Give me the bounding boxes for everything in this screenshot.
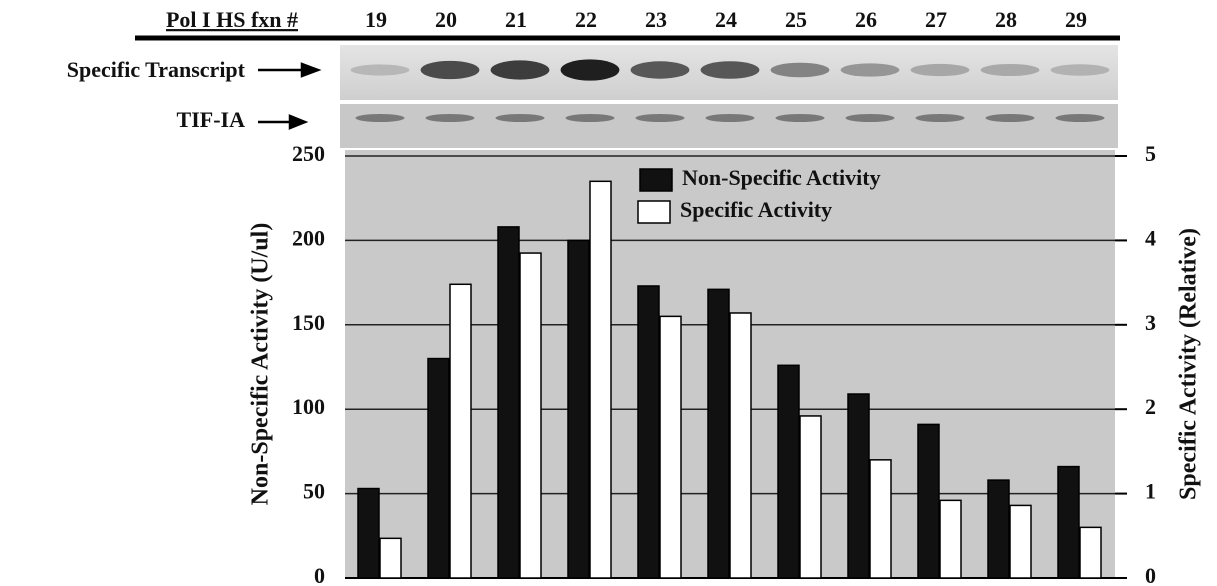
x-tick-label: 21 — [505, 7, 527, 32]
x-tick-label: 22 — [575, 7, 597, 32]
bar — [520, 253, 541, 578]
gel-band — [701, 61, 760, 79]
gel-band — [911, 64, 970, 76]
gel-band — [636, 114, 685, 122]
x-tick-label: 28 — [995, 7, 1017, 32]
chart: Pol I HS fxn # Specific Transcript TIF-I… — [0, 0, 1217, 586]
gel-label: Specific Transcript — [67, 57, 246, 82]
gel-band — [1051, 64, 1110, 75]
y-tick-label: 250 — [292, 141, 325, 166]
legend-label: Non-Specific Activity — [682, 165, 881, 190]
gel-band — [491, 60, 550, 79]
y-tick-label: 150 — [292, 310, 325, 335]
y2-tick-label: 1 — [1145, 479, 1156, 504]
gel-label: TIF-IA — [177, 107, 246, 132]
legend-swatch — [638, 201, 670, 223]
x-tick-label: 27 — [925, 7, 947, 32]
x-header: Pol I HS fxn # — [166, 7, 298, 32]
bar — [660, 316, 681, 578]
gel-band — [981, 64, 1040, 76]
x-tick-label: 20 — [435, 7, 457, 32]
gel-band — [351, 64, 410, 75]
y-tick-label: 100 — [292, 394, 325, 419]
y2-tick-label: 4 — [1145, 225, 1156, 250]
x-tick-label: 23 — [645, 7, 667, 32]
gel-band — [771, 63, 830, 78]
gel-band — [986, 114, 1035, 122]
gel-band — [566, 114, 615, 122]
legend-swatch — [640, 169, 672, 191]
gel-band — [631, 61, 690, 78]
bar — [638, 286, 659, 578]
y-tick-label: 0 — [314, 563, 325, 586]
bar — [940, 500, 961, 578]
gel-band — [846, 114, 895, 122]
gel-band — [356, 114, 405, 122]
bar — [358, 489, 379, 578]
gel-band — [426, 114, 475, 122]
x-tick-label: 24 — [715, 7, 737, 32]
legend-label: Specific Activity — [680, 197, 832, 222]
bar — [1080, 527, 1101, 578]
gel-band — [916, 114, 965, 122]
bar — [800, 416, 821, 578]
x-tick-label: 26 — [855, 7, 877, 32]
bar — [870, 460, 891, 578]
gel-band — [1056, 114, 1105, 122]
gel-band — [776, 114, 825, 122]
bar — [568, 240, 589, 578]
gel-band — [706, 114, 755, 122]
y2-tick-label: 5 — [1145, 141, 1156, 166]
bar — [918, 424, 939, 578]
x-tick-label: 19 — [365, 7, 387, 32]
bar — [778, 365, 799, 578]
bar — [428, 359, 449, 578]
bar — [590, 181, 611, 578]
bar — [848, 394, 869, 578]
bar — [1058, 467, 1079, 578]
x-tick-label: 29 — [1065, 7, 1087, 32]
y-axis-title: Non-Specific Activity (U/ul) — [248, 223, 274, 506]
bar — [730, 313, 751, 578]
x-tick-label: 25 — [785, 7, 807, 32]
bar — [498, 227, 519, 578]
y2-tick-label: 0 — [1145, 563, 1156, 586]
y-tick-label: 50 — [303, 479, 325, 504]
arrow — [258, 64, 318, 128]
gel-band — [841, 63, 900, 76]
bar — [1010, 505, 1031, 578]
bar — [708, 289, 729, 578]
gel-band — [496, 114, 545, 122]
gel-band — [421, 61, 480, 79]
bar — [380, 538, 401, 578]
y-tick-label: 200 — [292, 225, 325, 250]
bar — [450, 284, 471, 578]
y2-tick-label: 3 — [1145, 310, 1156, 335]
y2-tick-label: 2 — [1145, 394, 1156, 419]
gel-band — [561, 59, 620, 80]
y2-axis-title: Specific Activity (Relative) — [1176, 228, 1202, 500]
gel-strip — [340, 104, 1118, 148]
bar — [988, 480, 1009, 578]
